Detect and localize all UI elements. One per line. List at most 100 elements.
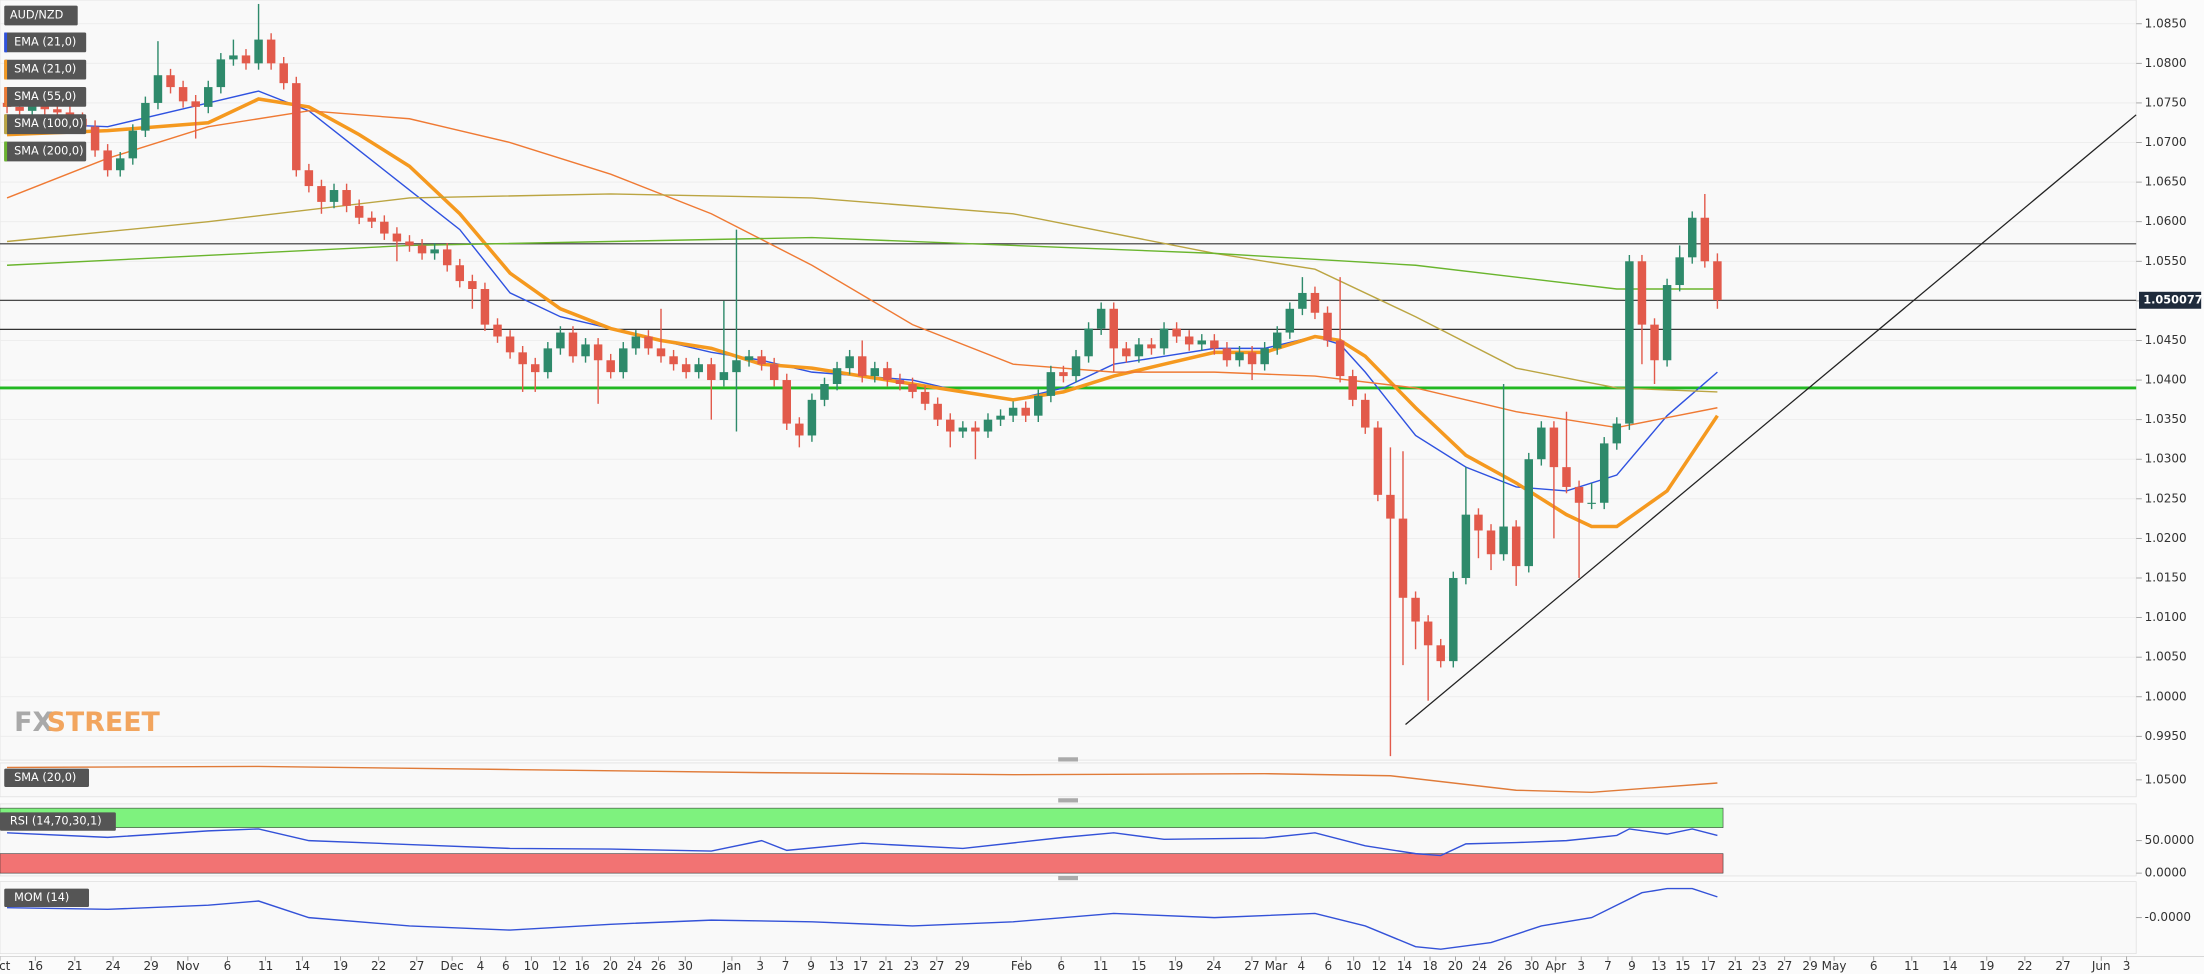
- y-tick-label: 1.0250: [2145, 491, 2187, 505]
- candle-body: [1197, 340, 1207, 345]
- legend-swatch: [4, 59, 8, 80]
- x-tick-label: May: [1822, 959, 1847, 973]
- x-tick-label: 26: [651, 959, 666, 973]
- candle-body: [908, 384, 917, 392]
- y-tick-label: 0.0000: [2145, 866, 2187, 880]
- candle-body: [1599, 443, 1609, 503]
- candle-body: [1310, 292, 1320, 313]
- legend-swatch: [4, 141, 8, 162]
- candle-body: [1436, 645, 1445, 662]
- candle-body: [103, 150, 112, 171]
- legend-box: [4, 32, 87, 53]
- candle-body: [1637, 261, 1647, 325]
- x-tick-label: 14: [1942, 959, 1957, 973]
- candle-body: [543, 348, 553, 373]
- candle-body: [27, 104, 37, 111]
- x-tick-label: 22: [2017, 959, 2032, 973]
- resize-handle[interactable]: [1058, 798, 1078, 803]
- candle-body: [669, 356, 678, 365]
- legend-box: [4, 141, 87, 162]
- candle-body: [1034, 395, 1043, 416]
- y-tick-label: 1.0300: [2145, 452, 2187, 466]
- y-tick-label: 1.0000: [2145, 689, 2187, 703]
- y-tick-label: 1.0450: [2145, 333, 2187, 347]
- candle-body: [1650, 324, 1659, 361]
- rsi-band: [0, 853, 1724, 874]
- candle-body: [40, 104, 50, 110]
- rsi-band: [0, 807, 1724, 828]
- candle-body: [933, 403, 942, 420]
- x-tick-label: 12: [1371, 959, 1386, 973]
- x-tick-label: Nov: [176, 959, 199, 973]
- y-tick-label: 1.0500: [2145, 772, 2187, 786]
- x-tick-label: 22: [371, 959, 386, 973]
- candle-body: [807, 399, 817, 436]
- x-tick-label: Feb: [1011, 959, 1032, 973]
- candle-body: [971, 427, 980, 432]
- watermark: STREET: [47, 707, 161, 738]
- legend-swatch: [4, 114, 8, 135]
- candle-body: [644, 336, 653, 349]
- x-tick-label: 27: [1777, 959, 1792, 973]
- candle-body: [128, 130, 138, 159]
- candle-body: [782, 380, 792, 424]
- watermark: FX: [14, 707, 53, 738]
- candle-body: [1021, 407, 1030, 416]
- candle-body: [1184, 336, 1194, 345]
- candle-body: [707, 364, 716, 381]
- candle-body: [744, 356, 754, 361]
- candle-body: [1373, 427, 1383, 495]
- candle-body: [1247, 352, 1257, 365]
- x-tick-label: Oct: [0, 959, 11, 973]
- candle-body: [1524, 459, 1533, 567]
- x-tick-label: 6: [1324, 959, 1332, 973]
- candle-body: [1059, 372, 1068, 377]
- x-tick-label: 26: [1497, 959, 1512, 973]
- candle-body: [442, 249, 452, 266]
- legend-box: [4, 59, 87, 80]
- x-tick-label: 17: [1701, 959, 1716, 973]
- candle-body: [1386, 494, 1395, 519]
- legend-box: [4, 114, 87, 135]
- y-tick-label: 1.0600: [2145, 214, 2187, 228]
- y-tick-label: 1.0850: [2145, 16, 2187, 30]
- candle-body: [468, 281, 477, 289]
- candle-body: [1662, 285, 1672, 361]
- resize-handle[interactable]: [1058, 875, 1078, 881]
- x-tick-label: 13: [1651, 959, 1666, 973]
- sma-panel: [0, 762, 2137, 798]
- candle-body: [1713, 261, 1722, 301]
- candle-body: [1235, 352, 1244, 361]
- panel-title-box: [4, 888, 90, 908]
- candle-body: [1348, 376, 1357, 400]
- legend-title: AUD/NZD: [10, 9, 64, 22]
- candle-body: [430, 249, 439, 254]
- x-tick-label: 11: [1904, 959, 1919, 973]
- x-tick-label: 29: [1802, 959, 1817, 973]
- x-tick-label: 29: [144, 959, 159, 973]
- x-tick-label: 19: [333, 959, 348, 973]
- candle-body: [1499, 526, 1508, 555]
- resize-handle[interactable]: [1058, 757, 1078, 762]
- candle-body: [656, 348, 666, 357]
- panel-title-box: [0, 812, 116, 831]
- candle-body: [1423, 621, 1433, 646]
- x-tick-label: 13: [829, 959, 844, 973]
- candle-body: [1537, 427, 1546, 460]
- candle-body: [216, 59, 226, 88]
- candle-body: [681, 364, 691, 373]
- x-tick-label: Jan: [722, 959, 742, 973]
- candle-body: [229, 55, 238, 60]
- candle-body: [329, 190, 339, 202]
- y-tick-label: 1.0550: [2145, 254, 2187, 268]
- candle-body: [1046, 372, 1056, 396]
- candle-body: [90, 126, 100, 151]
- legend-box: [4, 5, 78, 26]
- x-tick-label: 3: [756, 959, 764, 973]
- y-tick-label: 1.0350: [2145, 412, 2187, 426]
- x-tick-label: 24: [627, 959, 642, 973]
- candle-body: [1335, 340, 1345, 377]
- y-tick-label: 1.0700: [2145, 135, 2187, 149]
- candle-body: [141, 102, 150, 131]
